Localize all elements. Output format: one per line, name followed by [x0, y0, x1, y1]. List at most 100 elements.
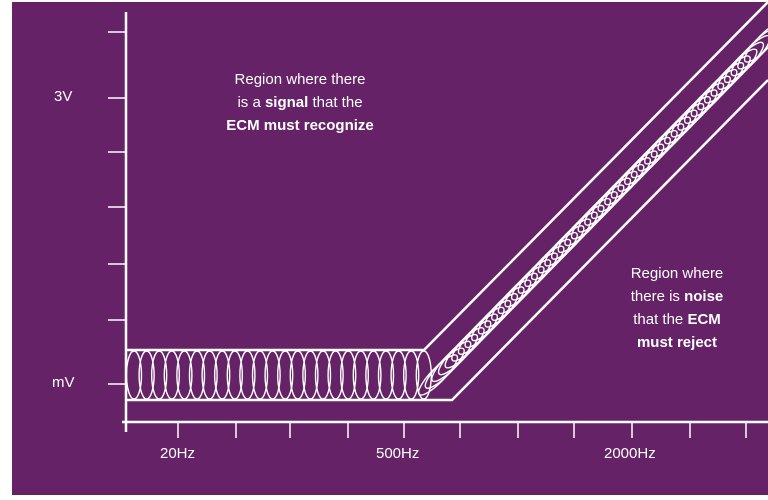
coil-loop	[138, 350, 155, 400]
coil-loop	[697, 68, 738, 111]
coil-loop	[264, 350, 281, 400]
x-tick-label-20hz: 20Hz	[160, 445, 196, 462]
text-run: is a	[237, 94, 265, 111]
coil-loop	[544, 225, 585, 267]
noise-region-line: there is noise	[602, 285, 752, 308]
signal-region-line: ECM must recognize	[190, 114, 410, 137]
text-run: Region where	[630, 265, 724, 282]
coil-loop	[517, 252, 558, 294]
coil-loop	[497, 272, 538, 315]
x-tick-label-2000hz: 2000Hz	[604, 445, 656, 462]
threshold-band-outline	[126, 2, 768, 402]
coil-loop	[457, 313, 499, 355]
threshold-coils	[125, 21, 768, 400]
coil-loop	[570, 197, 612, 240]
noise-region-line: that the ECM	[602, 308, 752, 331]
coil-loop	[650, 116, 692, 158]
coil-loop	[550, 218, 592, 260]
coil-loop	[484, 286, 525, 328]
text-run: Region where there	[234, 71, 366, 88]
coil-loop	[403, 350, 420, 400]
coil-loop	[537, 231, 578, 274]
coil-loop	[477, 293, 519, 335]
coil-loop	[352, 350, 369, 400]
diagram-panel: 3V mV 20Hz 500Hz 2000Hz Region where the…	[12, 2, 768, 495]
coil-loop	[251, 350, 269, 400]
signal-region-label: Region where there is a signal that the EC…	[190, 68, 410, 137]
noise-region-label: Region where there is noise that the ECM mu…	[602, 262, 752, 354]
coil-loop	[188, 350, 206, 400]
coil-loop	[424, 347, 465, 389]
coil-loop	[524, 245, 565, 288]
text-run: that the	[633, 311, 688, 328]
coil-loop	[677, 89, 718, 131]
text-run: ECM must recognize	[226, 117, 374, 134]
coil-loop	[610, 157, 652, 199]
coil-loop	[577, 191, 618, 233]
coil-loop	[340, 350, 357, 400]
coil-loop	[239, 350, 256, 400]
coil-loop	[431, 340, 472, 383]
coil-loop	[657, 109, 698, 152]
coil-loop	[590, 177, 632, 220]
coil-loop	[504, 265, 545, 308]
signal-region-line: Region where there	[190, 68, 410, 91]
coil-loop	[710, 55, 751, 97]
coil-loop	[564, 204, 605, 247]
x-axis-ticks	[177, 422, 747, 438]
coil-loop	[125, 350, 143, 400]
coil-loop	[213, 350, 231, 400]
coil-loop	[226, 350, 244, 400]
threshold-diagram	[108, 2, 768, 438]
y-tick-label-mv: mV	[52, 374, 75, 391]
text-run: ECM	[687, 311, 721, 328]
coil-loop	[277, 350, 294, 400]
coil-loop	[451, 320, 492, 362]
text-run: must reject	[636, 334, 718, 351]
coil-loop	[491, 279, 532, 321]
noise-region-line: must reject	[602, 331, 752, 354]
coil-loop	[302, 350, 319, 400]
coil-loop	[163, 350, 181, 400]
coil-loop	[530, 238, 572, 281]
coil-loop	[584, 184, 625, 226]
coil-loop	[365, 350, 382, 400]
coil-loop	[471, 299, 512, 342]
coil-loop	[630, 136, 672, 179]
coil-loop	[289, 350, 306, 400]
coil-loop	[510, 259, 552, 301]
coil-loop	[327, 350, 344, 400]
coil-loop	[670, 96, 711, 138]
text-run: noise	[684, 288, 724, 305]
coil-loop	[150, 350, 168, 400]
coil-loop	[464, 306, 505, 349]
coil-loop	[617, 150, 658, 192]
text-run: there is	[630, 288, 685, 305]
coil-loop	[176, 350, 193, 400]
coil-loop	[437, 333, 479, 376]
coil-loop	[417, 354, 459, 396]
coil-loop	[390, 350, 407, 400]
coil-loop	[597, 170, 638, 213]
coil-loop	[743, 21, 768, 63]
coil-loop	[717, 48, 758, 90]
text-run: signal	[264, 94, 309, 111]
coil-loop	[444, 327, 485, 369]
coil-loop	[604, 163, 645, 206]
coil-loop	[201, 350, 218, 400]
noise-region-line: Region where	[602, 262, 752, 285]
text-run: that the	[308, 94, 363, 111]
coil-loop	[377, 350, 395, 400]
coil-loop	[624, 143, 665, 186]
x-tick-label-500hz: 500Hz	[376, 445, 420, 462]
coil-loop	[644, 123, 685, 165]
coil-loop	[557, 211, 598, 254]
coil-loop	[415, 350, 432, 400]
coil-loop	[690, 75, 731, 118]
coil-loop	[314, 350, 332, 400]
coil-loop	[664, 102, 705, 145]
coil-loop	[637, 129, 678, 172]
y-tick-label-3v: 3V	[54, 88, 73, 105]
coil-loop	[703, 62, 745, 104]
coil-loop	[683, 82, 725, 124]
